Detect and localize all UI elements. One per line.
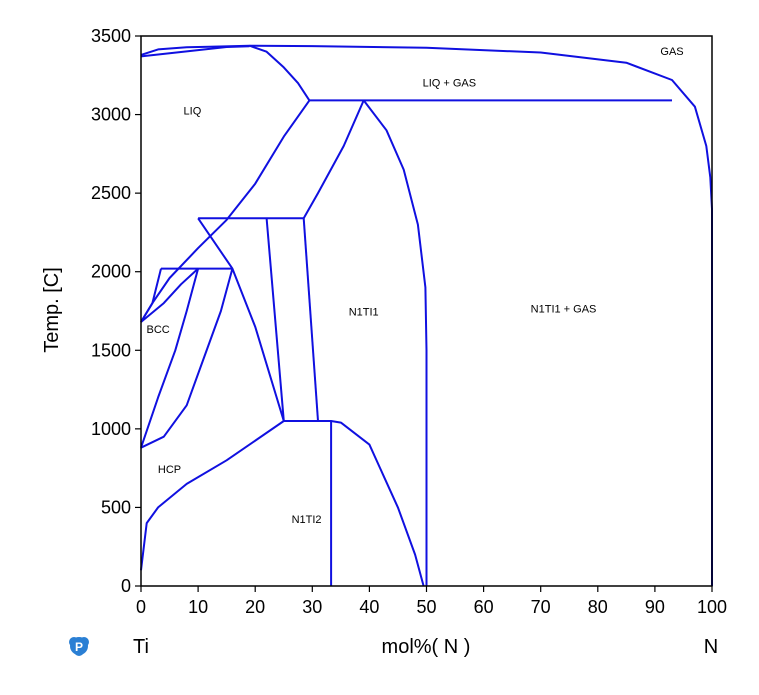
x-tick-label: 10 [188, 597, 208, 617]
phase-boundary-2 [140, 44, 713, 586]
x-tick-label: 100 [697, 597, 727, 617]
x-tick-label: 40 [359, 597, 379, 617]
phase-boundary-5 [140, 99, 311, 323]
x-tick-label: 50 [416, 597, 436, 617]
phase-boundary-19 [318, 420, 425, 587]
y-tick-label: 2000 [91, 262, 131, 282]
phase-boundary-16 [140, 268, 234, 449]
region-labels: GAS LIQ + GAS LIQ BCC N1TI1 N1TI1 + GAS HCP N1T… [147, 46, 684, 526]
y-tick-label: 0 [121, 576, 131, 596]
phase-boundary-15 [140, 268, 200, 449]
phase-boundary-7 [362, 99, 428, 586]
x-axis-title: mol%( N ) [382, 636, 471, 658]
phase-boundary-6 [302, 99, 365, 219]
y-axis-title: Temp. [C] [41, 267, 63, 353]
y-tick-label: 500 [101, 497, 131, 517]
x-tick-label: 30 [302, 597, 322, 617]
region-label: LIQ [184, 106, 202, 118]
right-element-label: N [704, 636, 718, 658]
phase-boundary-10 [197, 217, 285, 422]
y-tick-label: 2500 [91, 183, 131, 203]
software-logo-icon: P [69, 637, 89, 656]
y-tick-label: 3000 [91, 105, 131, 125]
region-label: LIQ + GAS [423, 77, 477, 89]
x-tick-label: 0 [136, 597, 146, 617]
y-tick-label: 1000 [91, 419, 131, 439]
y-tick-label: 3500 [91, 26, 131, 46]
x-tick-label: 80 [588, 597, 608, 617]
x-tick-label: 20 [245, 597, 265, 617]
region-label: HCP [158, 464, 181, 476]
phase-boundaries [140, 44, 713, 587]
x-tick-label: 90 [645, 597, 665, 617]
svg-text:P: P [75, 640, 83, 654]
y-axis-ticks: 0 500 1000 1500 2000 2500 3000 3500 [91, 26, 141, 596]
left-element-label: Ti [133, 636, 149, 658]
phase-boundary-12 [302, 218, 319, 422]
region-label: BCC [147, 324, 170, 336]
x-tick-label: 60 [474, 597, 494, 617]
phase-boundary-13 [140, 268, 162, 323]
x-axis-ticks: 0 10 20 30 40 50 60 70 80 90 100 [136, 586, 727, 617]
x-tick-label: 70 [531, 597, 551, 617]
region-label: N1TI2 [292, 514, 322, 526]
y-tick-label: 1500 [91, 340, 131, 360]
phase-boundary-3 [249, 44, 311, 101]
phase-boundary-14 [140, 267, 199, 323]
region-label: N1TI1 [349, 307, 379, 319]
phase-boundary-11 [265, 218, 285, 422]
phase-boundary-17 [140, 420, 285, 571]
region-label: N1TI1 + GAS [531, 304, 597, 316]
region-label: GAS [660, 46, 683, 58]
